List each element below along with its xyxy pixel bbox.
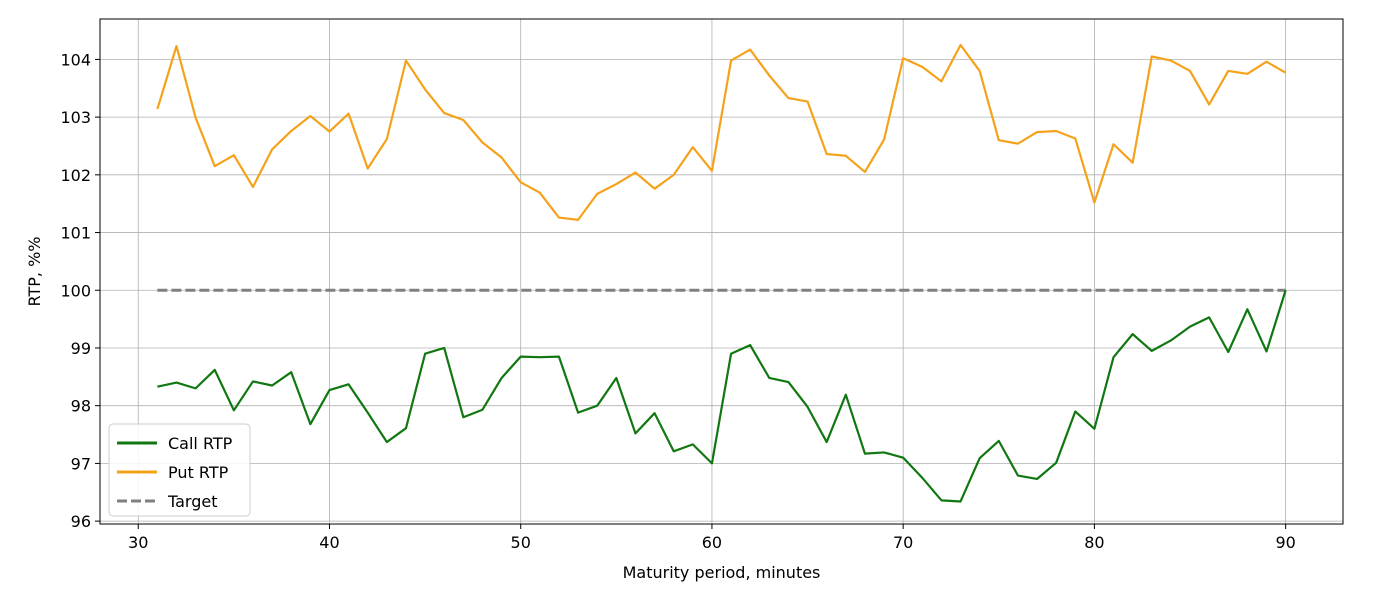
series-line-call-rtp — [157, 289, 1287, 503]
y-tick-label: 102 — [60, 166, 91, 185]
x-tick-label: 90 — [1275, 533, 1295, 552]
y-tick-label: 96 — [71, 512, 91, 531]
x-tick-label: 60 — [702, 533, 722, 552]
x-tick-label: 50 — [511, 533, 531, 552]
x-tick-label: 40 — [319, 533, 339, 552]
x-axis-ticks: 30 40 50 60 70 80 90 — [128, 524, 1296, 552]
legend-box — [108, 423, 251, 517]
y-tick-label: 99 — [71, 339, 91, 358]
y-tick-label: 104 — [60, 50, 91, 69]
x-tick-label: 30 — [128, 533, 148, 552]
x-axis-label: Maturity period, minutes — [623, 563, 821, 582]
legend-label: Target — [167, 492, 218, 511]
legend: Call RTP Put RTP Target — [108, 423, 251, 517]
y-tick-label: 100 — [60, 281, 91, 300]
y-tick-label: 98 — [71, 397, 91, 416]
y-tick-label: 101 — [60, 224, 91, 243]
y-axis-ticks: 96 97 98 99 100 101 102 103 104 — [60, 50, 100, 531]
series-layer — [156, 43, 1287, 503]
legend-label: Put RTP — [168, 463, 229, 482]
plot-frame — [99, 18, 1344, 525]
y-axis-label: RTP, %% — [25, 237, 44, 307]
y-tick-label: 97 — [71, 454, 91, 473]
series-line-put-rtp — [156, 43, 1287, 221]
legend-label: Call RTP — [168, 434, 233, 453]
grid — [100, 19, 1343, 524]
x-tick-label: 80 — [1084, 533, 1104, 552]
y-tick-label: 103 — [60, 108, 91, 127]
x-tick-label: 70 — [893, 533, 913, 552]
